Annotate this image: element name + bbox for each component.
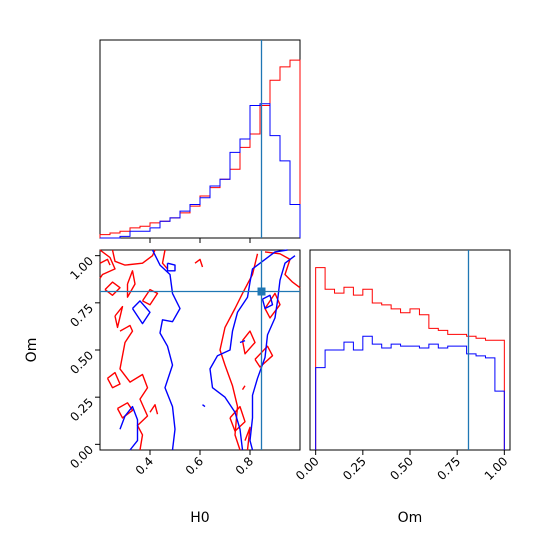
x-tick-label: 0.00: [293, 454, 322, 483]
red-histogram: [315, 267, 505, 450]
red-contour-9: [116, 402, 134, 419]
red-contour-4: [114, 305, 124, 329]
blue-histogram: [100, 103, 301, 239]
blue-histogram: [315, 335, 505, 450]
red-contour-11: [161, 249, 169, 270]
x-tick-label: 0.4: [133, 454, 156, 477]
blue-contour-23: [119, 405, 139, 451]
x-tick-label: 0.50: [387, 454, 416, 483]
x-tick-label: 0.6: [183, 454, 206, 477]
y-tick-label: 0.50: [67, 348, 96, 377]
blue-contour-29: [261, 294, 274, 310]
red-contour-3: [104, 281, 121, 296]
y-tick-label: 0.75: [67, 301, 96, 330]
red-contour-20: [244, 426, 251, 451]
red-contour-16: [264, 292, 281, 319]
blue-contour-25: [202, 404, 206, 408]
om-x-axis-label: Om: [398, 510, 423, 526]
red-contour-0: [99, 249, 116, 279]
red-contour-2: [99, 258, 111, 266]
red-contour-13: [241, 385, 246, 390]
y-tick-label: 0.25: [67, 395, 96, 424]
joint-frame: [99, 249, 301, 451]
red-contour-8: [106, 371, 121, 389]
truth-point: [257, 287, 266, 296]
blue-contour-26: [239, 339, 246, 344]
red-contour-5: [126, 270, 136, 298]
om-histogram-panel: 0.00 0.25 0.50 0.75 1.00 Om: [293, 249, 511, 526]
blue-contour-27: [249, 255, 296, 451]
x-tick-label: 0.75: [434, 454, 463, 483]
joint-contour-panel: 0.4 0.6 0.8 0.00 0.25 0.50 0.75 1.00 H0 Om: [24, 249, 301, 526]
red-contour-1: [111, 249, 156, 266]
red-contour-10: [149, 404, 159, 415]
y-tick-label: 0.00: [67, 443, 96, 472]
red-contour-18: [254, 345, 274, 368]
red-contour-17: [241, 330, 256, 355]
h0-histogram-panel: [99, 39, 301, 243]
x-tick-label: 0.8: [233, 454, 256, 477]
h0-histogram-frame: [99, 39, 301, 239]
x-tick-label: 0.25: [340, 454, 369, 483]
red-contour-15: [264, 251, 301, 289]
y-tick-label: 1.00: [67, 254, 96, 283]
x-axis-label: H0: [190, 510, 209, 526]
red-contour-7: [141, 288, 159, 306]
x-tick-label: 1.00: [482, 454, 511, 483]
y-axis-label: Om: [24, 338, 40, 363]
blue-contour-24: [166, 262, 176, 272]
red-contour-12: [194, 258, 204, 268]
red-contour-19: [229, 405, 246, 432]
blue-contour-21: [151, 249, 181, 451]
blue-contour-22: [131, 300, 151, 325]
blue-contour-28: [209, 249, 288, 451]
